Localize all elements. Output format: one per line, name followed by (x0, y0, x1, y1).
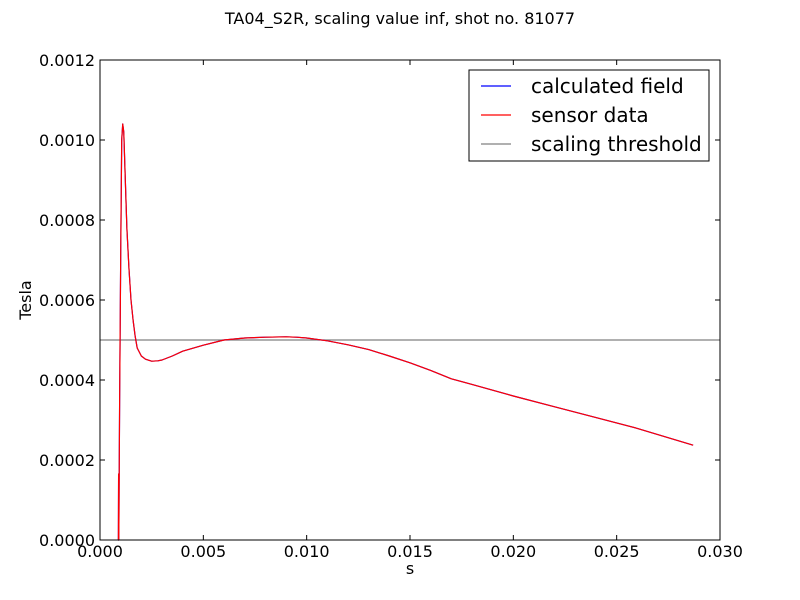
chart-title: TA04_S2R, scaling value inf, shot no. 81… (224, 9, 575, 29)
x-tick-label: 0.020 (490, 542, 536, 561)
x-tick-label: 0.010 (284, 542, 330, 561)
y-axis-ticks: 0.0000 0.0002 0.0004 0.0006 0.0008 0.0010 0.00… (39, 51, 720, 550)
series-line-sensor-data (117, 123, 694, 541)
x-tick-label: 0.025 (594, 542, 640, 561)
legend-label-calculated-field: calculated field (531, 74, 684, 98)
x-tick-label: 0.005 (180, 542, 226, 561)
y-tick-label: 0.0010 (39, 131, 95, 150)
y-tick-label: 0.0012 (39, 51, 95, 70)
y-tick-label: 0.0008 (39, 211, 95, 230)
x-axis-ticks: 0.000 0.005 0.010 0.015 0.020 0.025 0.030 (77, 60, 743, 561)
x-tick-label: 0.000 (77, 542, 123, 561)
legend-label-sensor-data: sensor data (531, 103, 649, 127)
x-tick-label: 0.030 (697, 542, 743, 561)
x-tick-label: 0.015 (387, 542, 433, 561)
y-tick-label: 0.0002 (39, 451, 95, 470)
x-axis-label: s (406, 559, 414, 578)
y-axis-label: Tesla (16, 280, 35, 320)
y-tick-label: 0.0004 (39, 371, 95, 390)
y-tick-label: 0.0006 (39, 291, 95, 310)
y-tick-label: 0.0000 (39, 531, 95, 550)
legend: calculated field sensor data scaling thr… (468, 69, 710, 162)
legend-label-scaling-threshold: scaling threshold (531, 132, 702, 156)
plot-lines (100, 123, 720, 541)
series-line-calculated-field (117, 123, 694, 541)
